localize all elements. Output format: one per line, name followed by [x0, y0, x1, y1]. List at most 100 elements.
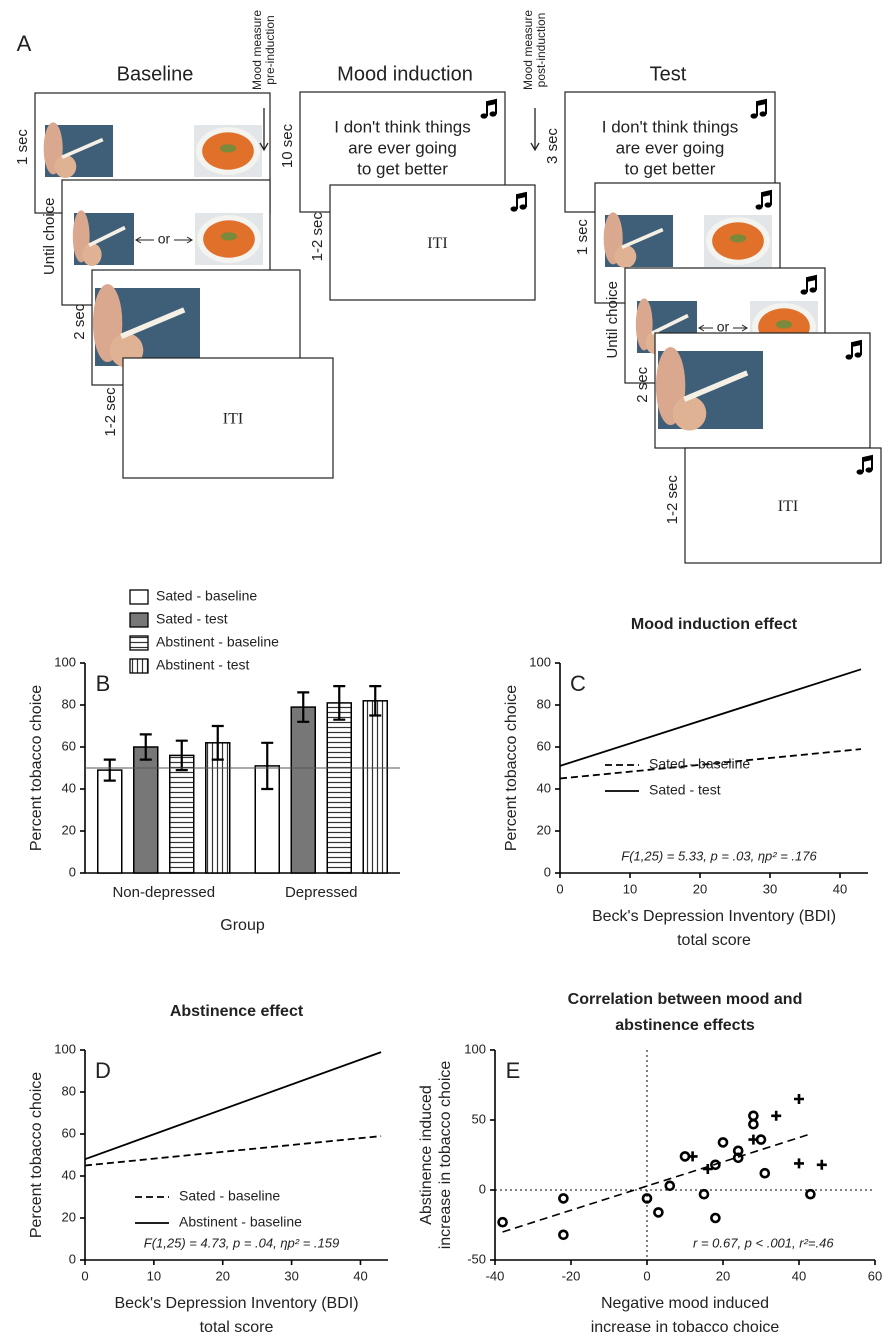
- y-tick-label: 50: [472, 1111, 486, 1126]
- stat-annotation: F(1,25) = 5.33, p = .03, ηp² = .176: [621, 848, 817, 863]
- scatter-point: [761, 1169, 769, 1177]
- x-tick-label: 0: [643, 1268, 650, 1283]
- soup-photo: [194, 125, 262, 177]
- bar: [363, 701, 387, 873]
- trend-line: [85, 1052, 381, 1159]
- legend-swatch: [130, 613, 148, 627]
- y-tick-label: 40: [62, 1167, 76, 1182]
- legend-label: Sated - baseline: [649, 756, 750, 772]
- iti-label: ITI: [223, 411, 243, 428]
- x-tick-label: 40: [353, 1268, 367, 1283]
- mood-statement: are ever going: [616, 138, 725, 157]
- duration-label: 1-2 sec: [309, 212, 326, 262]
- scatter-point: [734, 1147, 742, 1155]
- panel-label: E: [506, 1058, 521, 1083]
- or-label: or: [717, 319, 730, 335]
- cigarette-photo: [656, 347, 763, 430]
- stat-annotation: F(1,25) = 4.73, p = .04, ηp² = .159: [144, 1235, 339, 1250]
- bar: [98, 770, 122, 873]
- bar: [291, 707, 315, 873]
- panel-label: D: [95, 1058, 111, 1083]
- y-tick-label: 0: [544, 864, 551, 879]
- y-tick-label: 100: [529, 654, 551, 669]
- garnish: [221, 232, 237, 240]
- mood-statement: are ever going: [348, 138, 457, 157]
- x-tick-label: 10: [623, 881, 637, 896]
- garnish: [730, 234, 746, 242]
- garnish: [220, 144, 236, 152]
- x-tick-label: 0: [556, 881, 563, 896]
- legend-label: Abstinent - baseline: [179, 1214, 302, 1230]
- legend-swatch: [130, 659, 148, 673]
- y-tick-label: 80: [537, 696, 551, 711]
- mood-measure-label: Mood measure: [250, 10, 264, 90]
- mood-statement: I don't think things: [334, 117, 471, 136]
- x-axis-label: Negative mood induced: [601, 1295, 769, 1312]
- legend-label: Sated - baseline: [179, 1188, 280, 1204]
- hand: [673, 396, 707, 430]
- y-axis-label: Percent tobacco choice: [503, 685, 520, 851]
- arrow-down: [531, 108, 539, 150]
- x-tick-label: 0: [81, 1268, 88, 1283]
- y-tick-label: 40: [537, 780, 551, 795]
- x-tick-label: Non-depressed: [112, 884, 215, 901]
- y-axis-label: Percent tobacco choice: [28, 685, 45, 851]
- mood-measure-label: post-induction: [534, 13, 548, 88]
- iti-label: ITI: [778, 498, 798, 515]
- x-axis-label: Group: [220, 917, 265, 934]
- legend-label: Abstinent - baseline: [156, 634, 279, 650]
- panel-label: B: [96, 671, 111, 696]
- y-tick-label: 80: [62, 696, 76, 711]
- y-tick-label: 60: [537, 738, 551, 753]
- y-tick-label: 20: [537, 822, 551, 837]
- y-tick-label: 80: [62, 1083, 76, 1098]
- legend-swatch: [130, 636, 148, 650]
- x-tick-label: 30: [763, 881, 777, 896]
- soup-photo: [195, 213, 263, 265]
- section-title: Mood induction: [337, 63, 473, 85]
- duration-label: 1-2 sec: [664, 475, 681, 525]
- scatter-point: [794, 1094, 804, 1104]
- y-tick-label: 100: [464, 1041, 486, 1056]
- y-tick-label: 0: [69, 1251, 76, 1266]
- duration-label: 2 sec: [71, 303, 88, 339]
- section-title: Test: [650, 63, 687, 85]
- mood-statement: to get better: [357, 159, 448, 178]
- soup-photo: [704, 215, 772, 267]
- chart-title: Abstinence effect: [170, 1003, 304, 1020]
- x-tick-label: 40: [792, 1268, 806, 1283]
- iti-label: ITI: [427, 235, 447, 252]
- cigarette-photo: [93, 284, 200, 367]
- cigarette-photo: [604, 212, 673, 268]
- scatter-point: [654, 1208, 662, 1216]
- scatter-point: [817, 1160, 827, 1170]
- y-tick-label: 60: [62, 738, 76, 753]
- y-axis-label: increase in tobacco choice: [437, 1061, 454, 1250]
- y-tick-label: 40: [62, 780, 76, 795]
- figure: ABaseline1 secUntil choiceor2 sec1-2 sec…: [0, 0, 882, 1339]
- bar: [134, 747, 158, 873]
- bar: [206, 743, 230, 873]
- scatter-point: [700, 1190, 708, 1198]
- x-axis-label: total score: [677, 932, 751, 949]
- scatter-point: [748, 1135, 758, 1145]
- duration-label: 2 sec: [634, 366, 651, 402]
- legend-label: Abstinent - test: [156, 657, 249, 673]
- cigarette-photo: [44, 122, 113, 178]
- legend-label: Sated - test: [156, 611, 228, 627]
- scatter-point: [749, 1112, 757, 1120]
- y-tick-label: 20: [62, 822, 76, 837]
- x-axis-label: Beck's Depression Inventory (BDI): [114, 1295, 358, 1312]
- scatter-point: [719, 1138, 727, 1146]
- legend-label: Sated - test: [649, 782, 721, 798]
- or-label: or: [158, 231, 171, 247]
- trend-line: [85, 1136, 381, 1165]
- chart-title: Mood induction effect: [631, 616, 798, 633]
- x-tick-label: 10: [147, 1268, 161, 1283]
- chart-title: Correlation between mood and: [568, 991, 803, 1008]
- y-axis-label: Abstinence induced: [418, 1085, 435, 1225]
- scatter-point: [794, 1158, 804, 1168]
- duration-label: 10 sec: [279, 123, 296, 168]
- x-tick-label: 20: [716, 1268, 730, 1283]
- y-tick-label: 20: [62, 1209, 76, 1224]
